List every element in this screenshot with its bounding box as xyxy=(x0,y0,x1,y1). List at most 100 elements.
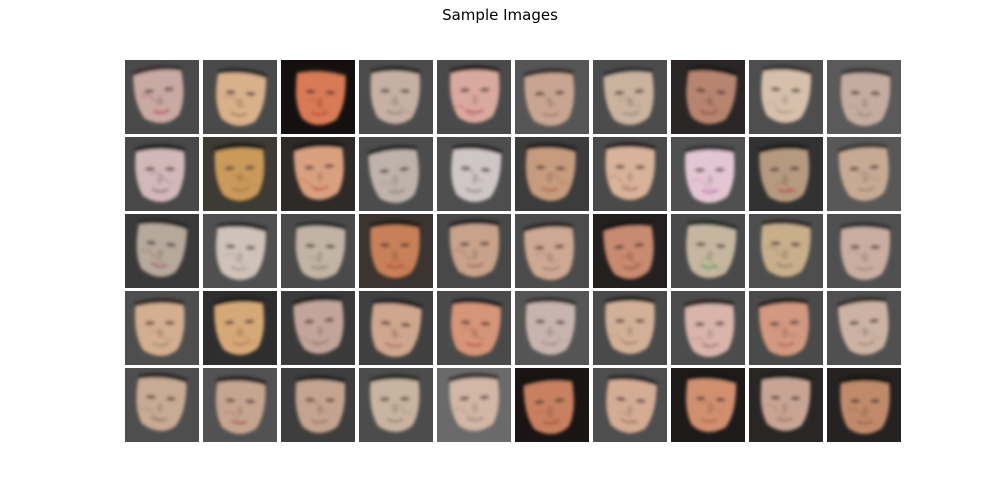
face-sample-image xyxy=(671,291,745,365)
face-sample-image xyxy=(125,137,199,211)
face-sample-image xyxy=(203,291,277,365)
sample-image-tile xyxy=(671,291,745,365)
sample-image-tile xyxy=(671,60,745,134)
sample-image-tile xyxy=(749,60,823,134)
figure-title: Sample Images xyxy=(442,6,558,24)
sample-image-tile xyxy=(125,214,199,288)
sample-image-tile xyxy=(359,291,433,365)
face-sample-image xyxy=(827,291,901,365)
face-sample-image xyxy=(749,291,823,365)
sample-image-tile xyxy=(671,137,745,211)
face-sample-image xyxy=(671,60,745,134)
sample-image-tile xyxy=(359,137,433,211)
sample-image-tile xyxy=(593,368,667,442)
face-sample-image xyxy=(515,137,589,211)
face-sample-image xyxy=(827,137,901,211)
face-sample-image xyxy=(125,60,199,134)
face-sample-image xyxy=(515,291,589,365)
face-sample-image xyxy=(437,291,511,365)
sample-image-tile xyxy=(281,137,355,211)
face-sample-image xyxy=(125,368,199,442)
face-sample-image xyxy=(437,368,511,442)
face-sample-image xyxy=(593,368,667,442)
sample-image-tile xyxy=(515,368,589,442)
face-sample-image xyxy=(203,60,277,134)
face-sample-image xyxy=(281,214,355,288)
face-sample-image xyxy=(593,60,667,134)
sample-image-tile xyxy=(827,291,901,365)
face-sample-image xyxy=(515,368,589,442)
sample-image-tile xyxy=(359,368,433,442)
sample-image-tile xyxy=(593,60,667,134)
sample-image-tile xyxy=(749,368,823,442)
sample-image-tile xyxy=(359,214,433,288)
sample-image-tile xyxy=(515,60,589,134)
sample-image-tile xyxy=(281,214,355,288)
sample-image-tile xyxy=(437,214,511,288)
sample-image-tile xyxy=(749,291,823,365)
face-sample-image xyxy=(203,368,277,442)
face-sample-image xyxy=(281,137,355,211)
face-sample-image xyxy=(281,291,355,365)
face-sample-image xyxy=(437,137,511,211)
face-sample-image xyxy=(827,60,901,134)
sample-image-tile xyxy=(437,60,511,134)
sample-image-tile xyxy=(203,291,277,365)
sample-image-tile xyxy=(671,214,745,288)
sample-image-tile xyxy=(125,291,199,365)
face-sample-image xyxy=(593,137,667,211)
face-sample-image xyxy=(281,60,355,134)
sample-image-tile xyxy=(281,60,355,134)
face-sample-image xyxy=(359,291,433,365)
face-sample-image xyxy=(203,214,277,288)
sample-image-tile xyxy=(125,368,199,442)
sample-image-tile xyxy=(827,137,901,211)
sample-image-tile xyxy=(281,368,355,442)
face-sample-image xyxy=(593,214,667,288)
sample-image-tile xyxy=(593,137,667,211)
sample-image-tile xyxy=(125,137,199,211)
sample-image-tile xyxy=(515,214,589,288)
face-sample-image xyxy=(359,137,433,211)
face-sample-image xyxy=(749,137,823,211)
sample-image-tile xyxy=(827,214,901,288)
face-sample-image xyxy=(281,368,355,442)
sample-image-tile xyxy=(515,291,589,365)
face-sample-image xyxy=(359,368,433,442)
sample-image-tile xyxy=(593,214,667,288)
sample-image-tile xyxy=(125,60,199,134)
sample-image-tile xyxy=(437,137,511,211)
face-sample-image xyxy=(359,214,433,288)
face-sample-image xyxy=(671,368,745,442)
sample-image-tile xyxy=(359,60,433,134)
sample-image-tile xyxy=(827,368,901,442)
sample-image-tile xyxy=(671,368,745,442)
face-sample-image xyxy=(125,214,199,288)
face-sample-image xyxy=(749,60,823,134)
face-sample-image xyxy=(827,214,901,288)
face-sample-image xyxy=(749,214,823,288)
sample-image-tile xyxy=(749,137,823,211)
sample-image-tile xyxy=(593,291,667,365)
face-sample-image xyxy=(515,60,589,134)
sample-image-tile xyxy=(437,291,511,365)
face-sample-image xyxy=(671,214,745,288)
sample-image-tile xyxy=(437,368,511,442)
sample-image-tile xyxy=(515,137,589,211)
face-sample-image xyxy=(749,368,823,442)
face-sample-image xyxy=(437,60,511,134)
face-sample-image xyxy=(359,60,433,134)
face-sample-image xyxy=(593,291,667,365)
face-sample-image xyxy=(515,214,589,288)
face-sample-image xyxy=(125,291,199,365)
sample-image-tile xyxy=(203,214,277,288)
sample-image-tile xyxy=(203,368,277,442)
sample-image-tile xyxy=(203,137,277,211)
sample-image-tile xyxy=(203,60,277,134)
sample-image-tile xyxy=(281,291,355,365)
face-sample-image xyxy=(671,137,745,211)
face-sample-image xyxy=(827,368,901,442)
face-sample-image xyxy=(203,137,277,211)
sample-image-grid xyxy=(125,60,901,445)
